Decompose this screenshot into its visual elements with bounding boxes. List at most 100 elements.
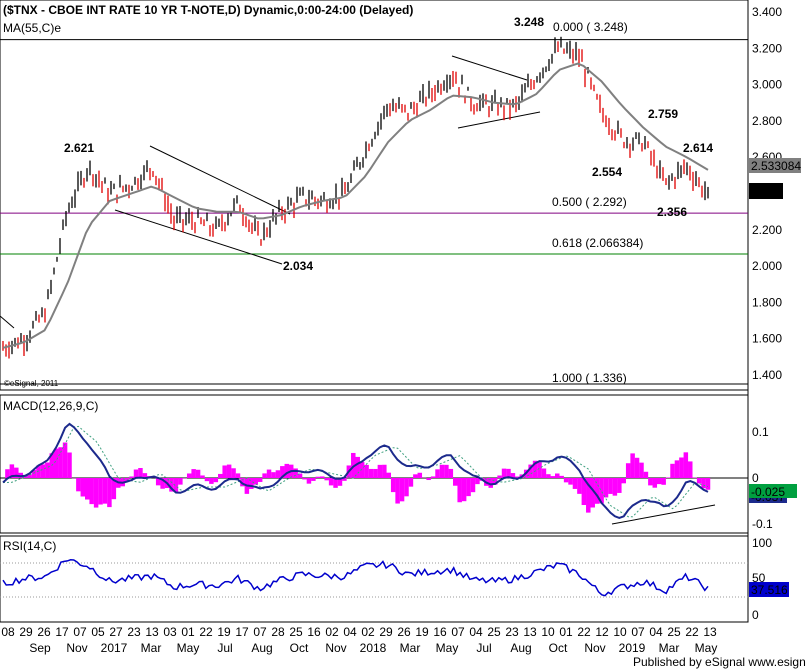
x-tick-label: 29 (19, 625, 33, 639)
x-tick-label: 02 (361, 625, 375, 639)
price-panel (0, 0, 749, 391)
x-tick-label: 17 (55, 625, 69, 639)
x-tick-label: 04 (469, 625, 483, 639)
x-tick-label: 13 (145, 625, 159, 639)
x-month-label: Jul (476, 641, 491, 655)
x-tick-label: 10 (541, 625, 555, 639)
annotation-2-759: 2.759 (648, 107, 678, 121)
price-ytick: 1.600 (752, 332, 782, 346)
x-tick-label: 22 (577, 625, 591, 639)
x-month-label: 2017 (101, 641, 128, 655)
last-value-label: 2.393 (751, 185, 781, 199)
x-tick-label: 04 (343, 625, 357, 639)
rsi-ytick-2: 0 (752, 608, 759, 622)
x-tick-label: 13 (523, 625, 537, 639)
x-tick-label: 08 (1, 625, 15, 639)
footer-published: Published by eSignal www.esignal.com (633, 655, 806, 669)
macd-signal-line (3, 425, 709, 518)
rsi-panel (0, 535, 749, 623)
macd-title: MACD(12,26,9,C) (3, 399, 98, 413)
x-tick-label: 03 (163, 625, 177, 639)
x-tick-label: 25 (289, 625, 303, 639)
x-tick-label: 07 (631, 625, 645, 639)
x-tick-label: 27 (109, 625, 123, 639)
x-tick-label: 07 (73, 625, 87, 639)
x-tick-label: 01 (559, 625, 573, 639)
annotation-2-554: 2.554 (592, 165, 622, 179)
rsi-line (2, 559, 709, 597)
x-tick-label: 16 (307, 625, 321, 639)
price-bars (2, 36, 709, 359)
x-month-label: Nov (584, 641, 605, 655)
trend-lines (0, 55, 716, 525)
x-month-label: Oct (290, 641, 309, 655)
x-tick-label: 23 (505, 625, 519, 639)
price-ytick: 1.800 (752, 295, 782, 309)
x-tick-label: 13 (703, 625, 717, 639)
macd-ytick-0: 0.1 (752, 425, 769, 439)
x-month-label: Nov (325, 641, 346, 655)
chart-title: ($TNX - CBOE INT RATE 10 YR T-NOTE,D) Dy… (3, 3, 413, 17)
x-month-label: Aug (251, 641, 272, 655)
x-month-label: Oct (549, 641, 568, 655)
ma-label: MA(55,C)e (3, 21, 61, 35)
price-ytick: 2.800 (752, 114, 782, 128)
x-tick-label: 25 (667, 625, 681, 639)
annotation-2-356: 2.356 (657, 205, 687, 219)
x-month-label: Mar (141, 641, 162, 655)
x-axis-months: Sep Nov 2017 Mar May Jul Aug Oct Nov 2018 Mar May Ju… (29, 641, 717, 655)
annotation-2-614: 2.614 (683, 141, 713, 155)
fib-label-0: 0.000 ( 3.248) (553, 20, 628, 34)
x-tick-label: 23 (127, 625, 141, 639)
x-axis-ticks: 08 29 26 17 07 05 27 23 13 03 01 22 19 17 07 28 25 16 02 04… (1, 625, 717, 639)
price-ytick: 1.400 (752, 368, 782, 382)
x-tick-label: 16 (433, 625, 447, 639)
x-tick-label: 19 (415, 625, 429, 639)
x-tick-label: 12 (595, 625, 609, 639)
x-month-label: Jul (217, 641, 232, 655)
x-month-label: Aug (510, 641, 531, 655)
annotation-2-621: 2.621 (64, 141, 94, 155)
ma-line (2, 62, 709, 349)
fib-label-0618: 0.618 (2.066384) (552, 236, 643, 250)
macd-ytick-1: 0 (752, 471, 759, 485)
x-month-label: May (695, 641, 718, 655)
price-ytick: 3.000 (752, 78, 782, 92)
ma-value-box (749, 158, 801, 173)
x-tick-label: 07 (253, 625, 267, 639)
price-ytick: 2.200 (752, 223, 782, 237)
annotation-2-034: 2.034 (283, 259, 313, 273)
trend-line-start (0, 315, 15, 329)
macd-histogram (5, 442, 711, 513)
fib-label-050: 0.500 ( 2.292) (552, 195, 627, 209)
x-tick-label: 05 (91, 625, 105, 639)
x-month-label: Nov (66, 641, 87, 655)
trend-line-macd (611, 504, 716, 525)
x-tick-label: 07 (451, 625, 465, 639)
x-tick-label: 19 (217, 625, 231, 639)
x-month-label: 2018 (360, 641, 387, 655)
x-month-label: Sep (29, 641, 51, 655)
trend-line-lower-2018 (457, 111, 541, 129)
price-ytick: 3.400 (752, 5, 782, 19)
copyright-text: ©eSignal, 2011 (4, 379, 59, 388)
price-ytick: 2.000 (752, 259, 782, 273)
x-month-label: May (436, 641, 459, 655)
trend-line-lower-2017 (114, 209, 283, 265)
fib-label-1: 1.000 ( 1.336) (552, 371, 627, 385)
last-value-box (749, 183, 783, 199)
trend-line-upper-2017 (149, 145, 291, 215)
rsi-ytick-0: 100 (752, 536, 772, 550)
macd-panel (0, 394, 749, 534)
macd-line (2, 422, 709, 519)
price-annotations: 2.621 2.034 3.248 2.759 2.554 2.614 2.35… (64, 15, 713, 273)
rsi-ytick-1: 50 (752, 571, 766, 585)
price-ytick: 3.200 (752, 41, 782, 55)
x-tick-label: 26 (37, 625, 51, 639)
macd-ytick-2: -0.1 (752, 517, 773, 531)
ma-value-label: 2.533084 (751, 159, 801, 173)
x-tick-label: 25 (487, 625, 501, 639)
macd-value-box (749, 484, 797, 498)
x-tick-label: 22 (199, 625, 213, 639)
